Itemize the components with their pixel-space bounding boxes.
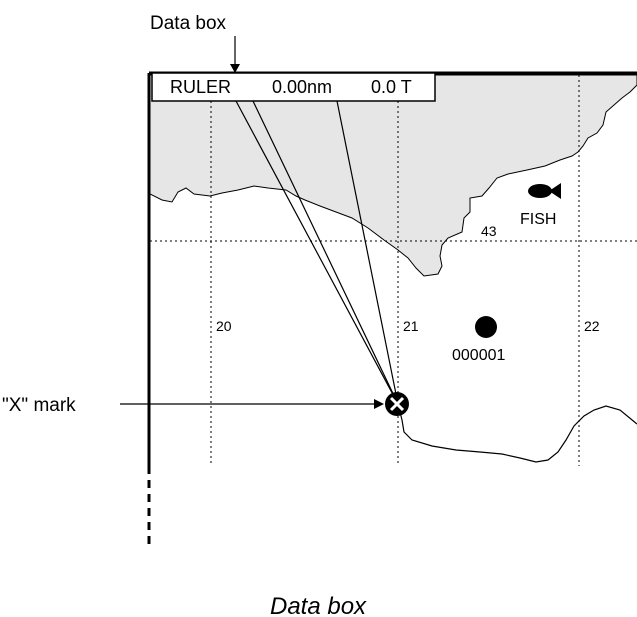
callout-data-box-label: Data box — [150, 13, 227, 34]
callout-data-box-arrowhead — [230, 64, 240, 73]
data-box-mode: RULER — [170, 77, 231, 97]
data-box-distance: 0.00nm — [272, 77, 332, 97]
grid-label-43: 43 — [481, 223, 497, 239]
fish-icon — [528, 183, 561, 199]
callout-x-mark-arrowhead — [374, 399, 384, 409]
grid-lines — [150, 75, 637, 466]
data-box-bearing: 0.0 T — [371, 77, 412, 97]
waypoint-dot-icon — [475, 316, 497, 338]
data-box: RULER 0.00nm 0.0 T — [151, 72, 436, 102]
x-mark-icon — [385, 392, 409, 416]
coastline — [397, 403, 637, 463]
land-area — [149, 74, 637, 277]
ruler-lines — [235, 100, 399, 405]
callout-x-mark-label: "X" mark — [2, 395, 76, 416]
fish-label: FISH — [520, 211, 556, 228]
figure-caption: Data box — [270, 593, 367, 617]
grid-label-22: 22 — [584, 318, 600, 334]
waypoint-label: 000001 — [452, 347, 505, 364]
grid-label-20: 20 — [216, 318, 232, 334]
grid-label-21: 21 — [403, 318, 419, 334]
